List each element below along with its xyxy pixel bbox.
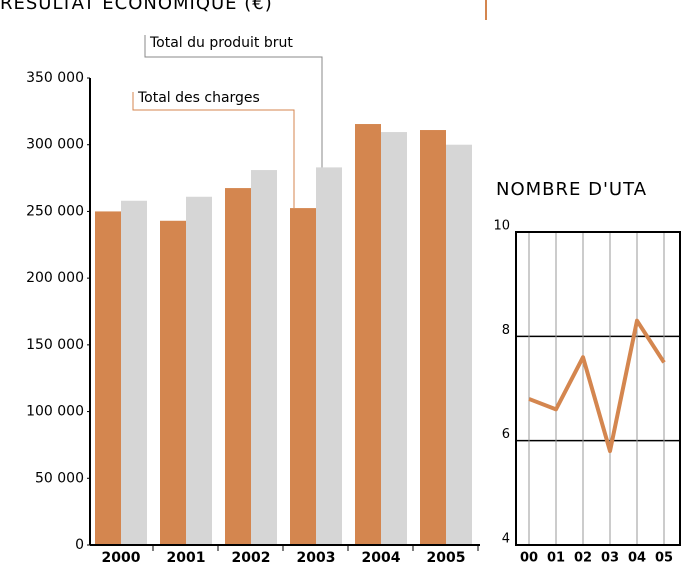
- chart-title: NOMBRE D'UTA: [496, 179, 647, 200]
- y-tick-label: 4: [502, 532, 510, 547]
- leader-line: [144, 35, 323, 177]
- bar: [316, 167, 342, 545]
- x-tick-label: 2004: [362, 550, 401, 566]
- legend-label: Total du produit brut: [149, 35, 293, 51]
- x-tick-label: 01: [547, 551, 565, 566]
- x-tick-label: 2001: [167, 550, 206, 566]
- x-tick-label: 2002: [232, 550, 271, 566]
- y-tick-label: 8: [502, 323, 510, 338]
- y-tick-label: 100 000: [26, 404, 84, 420]
- x-tick-label: 2003: [297, 550, 336, 566]
- bar: [225, 188, 251, 546]
- x-tick-label: 05: [655, 551, 673, 566]
- bar: [381, 132, 407, 545]
- y-tick-label: 350 000: [26, 70, 84, 86]
- x-tick-label: 2000: [102, 550, 141, 566]
- bar: [355, 124, 381, 545]
- x-tick-label: 03: [601, 551, 619, 566]
- y-tick-label: 200 000: [26, 270, 84, 286]
- leader-line: [132, 92, 295, 208]
- bar: [95, 211, 121, 545]
- y-tick-label: 0: [75, 537, 84, 553]
- y-tick-label: 6: [502, 427, 510, 442]
- legend-label: Total des charges: [137, 90, 260, 106]
- y-tick-label: 10: [493, 219, 510, 234]
- line: [528, 318, 666, 454]
- bar: [160, 220, 186, 546]
- x-tick-label: 00: [520, 551, 538, 566]
- bar: [186, 196, 212, 545]
- bar: [251, 170, 277, 545]
- y-tick-label: 300 000: [26, 137, 84, 153]
- bar: [290, 208, 316, 546]
- bar: [420, 130, 446, 545]
- frame: [515, 231, 681, 546]
- y-tick-label: 150 000: [26, 337, 84, 353]
- y-tick-label: 250 000: [26, 203, 84, 219]
- y-tick-label: 50 000: [35, 470, 84, 486]
- bar: [121, 200, 147, 546]
- chart-title: RÉSULTAT ÉCONOMIQUE (€): [0, 0, 273, 14]
- x-tick-label: 04: [628, 551, 646, 566]
- bar: [446, 144, 472, 545]
- x-tick-label: 02: [574, 551, 592, 566]
- x-tick-label: 2005: [427, 550, 466, 566]
